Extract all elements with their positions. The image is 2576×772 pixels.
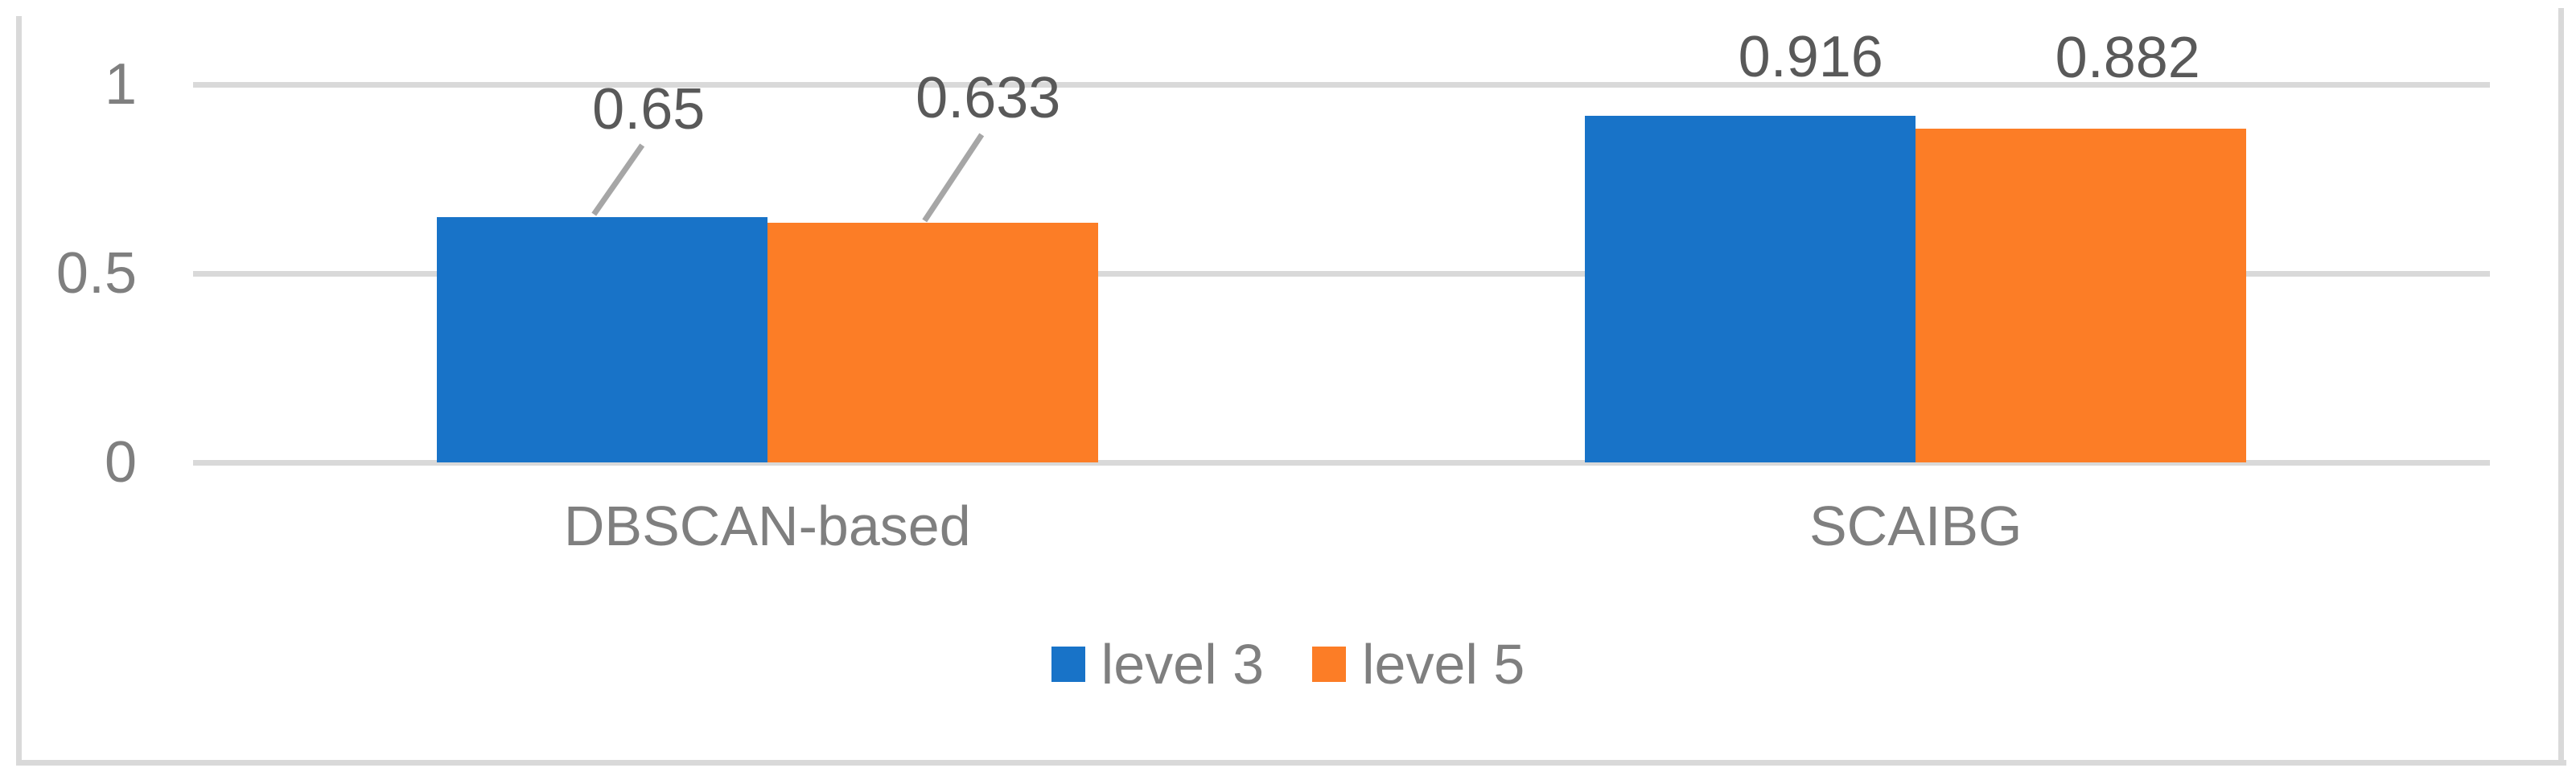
gridline-1: [193, 81, 2490, 88]
category-label-DBSCAN-based: DBSCAN-based: [563, 495, 971, 557]
y-tick-label-1: 1: [104, 52, 137, 117]
bar-level-5-SCAIBG: [1916, 129, 2247, 462]
y-tick-label-0: 0: [104, 430, 137, 495]
gridline-0: [193, 459, 2490, 466]
category-label-SCAIBG: SCAIBG: [1809, 495, 2023, 557]
bar-level-3-DBSCAN-based: [436, 216, 767, 462]
chart-border-right: [2558, 8, 2564, 766]
legend-swatch-level-5: [1312, 647, 1346, 682]
chart-border-left: [16, 16, 22, 766]
legend: level 3 level 5: [0, 636, 2576, 692]
legend-swatch-level-3: [1051, 647, 1085, 682]
data-label-0.916: 0.916: [1738, 25, 1883, 90]
legend-label-level-3: level 3: [1101, 633, 1264, 696]
data-label-0.633: 0.633: [916, 66, 1061, 131]
y-tick-label-0.5: 0.5: [56, 241, 137, 306]
data-label-0.882: 0.882: [2055, 26, 2200, 91]
bar-level-3-SCAIBG: [1585, 116, 1916, 462]
legend-label-level-5: level 5: [1362, 633, 1525, 696]
chart-border-bottom: [16, 760, 2566, 766]
bar-level-5-DBSCAN-based: [767, 223, 1098, 462]
data-label-0.65: 0.65: [592, 76, 706, 142]
legend-item-level-5: level 5: [1312, 636, 1525, 692]
gridline-0.5: [193, 270, 2490, 277]
legend-item-level-3: level 3: [1051, 636, 1264, 692]
